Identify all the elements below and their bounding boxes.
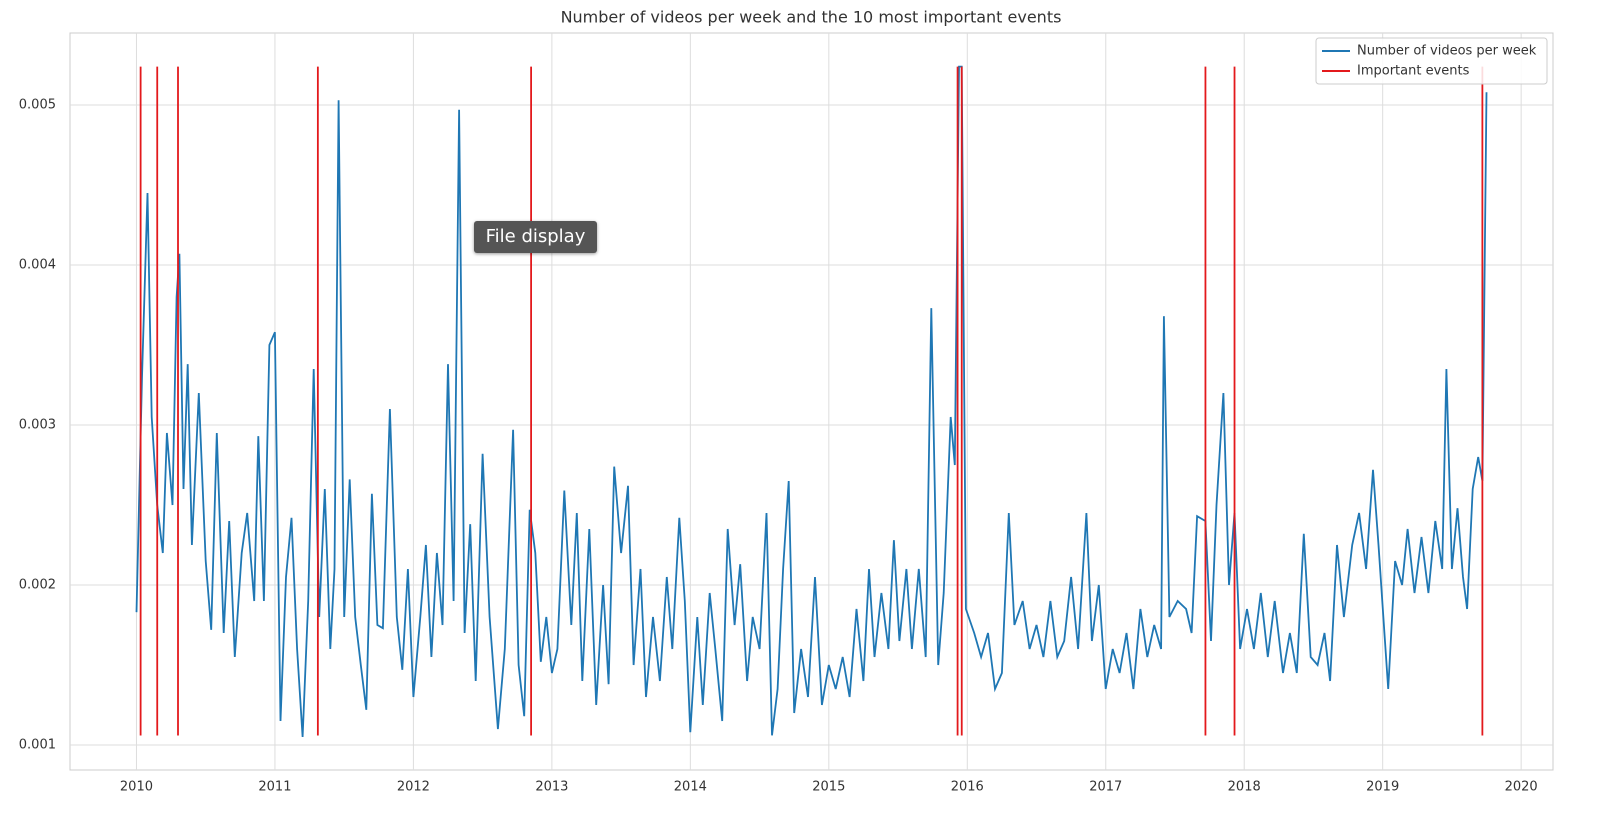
legend-box [1315,37,1548,85]
legend-label: Important events [1357,64,1470,79]
chart-title: Number of videos per week and the 10 mos… [561,8,1062,27]
x-tick-label: 2014 [674,780,707,795]
legend-label: Number of videos per week [1357,44,1537,59]
y-tick-label: 0.005 [19,98,56,113]
x-tick-label: 2020 [1505,780,1538,795]
x-tick-label: 2018 [1228,780,1261,795]
tooltip: File display [474,221,597,253]
y-tick-label: 0.004 [19,258,56,273]
x-tick-label: 2010 [120,780,153,795]
y-tick-label: 0.001 [19,738,56,753]
x-tick-label: 2019 [1366,780,1399,795]
series-line [135,65,1488,738]
x-tick-label: 2015 [812,780,845,795]
y-tick-label: 0.002 [19,578,56,593]
x-tick-label: 2017 [1089,780,1122,795]
x-tick-label: 2011 [258,780,291,795]
x-tick-label: 2013 [535,780,568,795]
y-tick-label: 0.003 [19,418,56,433]
x-tick-label: 2012 [397,780,430,795]
x-tick-label: 2016 [951,780,984,795]
